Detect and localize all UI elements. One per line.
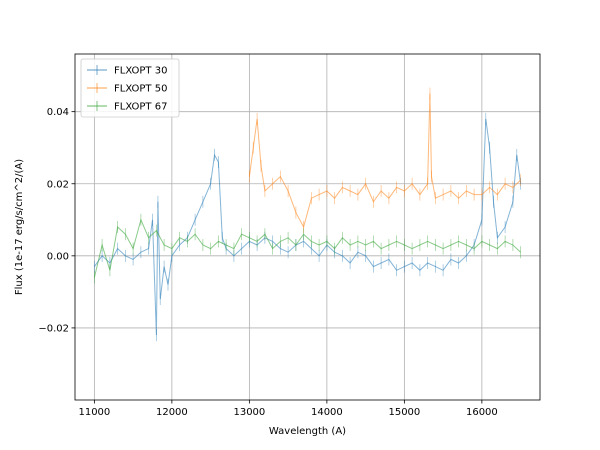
y-tick-label: 0.04 — [47, 107, 69, 118]
series-2 — [248, 87, 522, 233]
x-tick-label: 16000 — [466, 407, 498, 418]
plot-frame — [74, 53, 541, 401]
x-tick-label: 12000 — [156, 407, 188, 418]
legend: FLXOPT 30 FLXOPT 50 FLXOPT 67 — [80, 58, 180, 118]
legend-label: FLXOPT 67 — [114, 102, 167, 113]
series-1 — [93, 112, 522, 342]
series-line — [93, 218, 521, 278]
x-tick-label: 11000 — [78, 407, 110, 418]
series-line — [248, 93, 521, 229]
series-layer — [93, 87, 522, 342]
legend-box — [80, 58, 180, 118]
y-axis-label: Flux (1e-17 erg/s/cm^2/(A) — [14, 159, 25, 295]
x-axis-ticks: 11000 12000 13000 14000 15000 16000 — [78, 400, 498, 418]
y-tick-label: −0.02 — [38, 323, 69, 334]
legend-label: FLXOPT 50 — [114, 84, 167, 95]
series-line — [93, 118, 522, 336]
y-tick-label: 0.00 — [47, 251, 69, 262]
y-tick-label: 0.02 — [47, 179, 69, 190]
x-tick-label: 15000 — [388, 407, 420, 418]
series-3 — [93, 213, 522, 284]
x-tick-label: 14000 — [311, 407, 343, 418]
legend-label: FLXOPT 30 — [114, 66, 167, 77]
x-axis-label: Wavelength (A) — [269, 426, 346, 437]
y-axis-ticks: −0.02 0.00 0.02 0.04 — [38, 107, 75, 334]
x-tick-label: 13000 — [233, 407, 265, 418]
